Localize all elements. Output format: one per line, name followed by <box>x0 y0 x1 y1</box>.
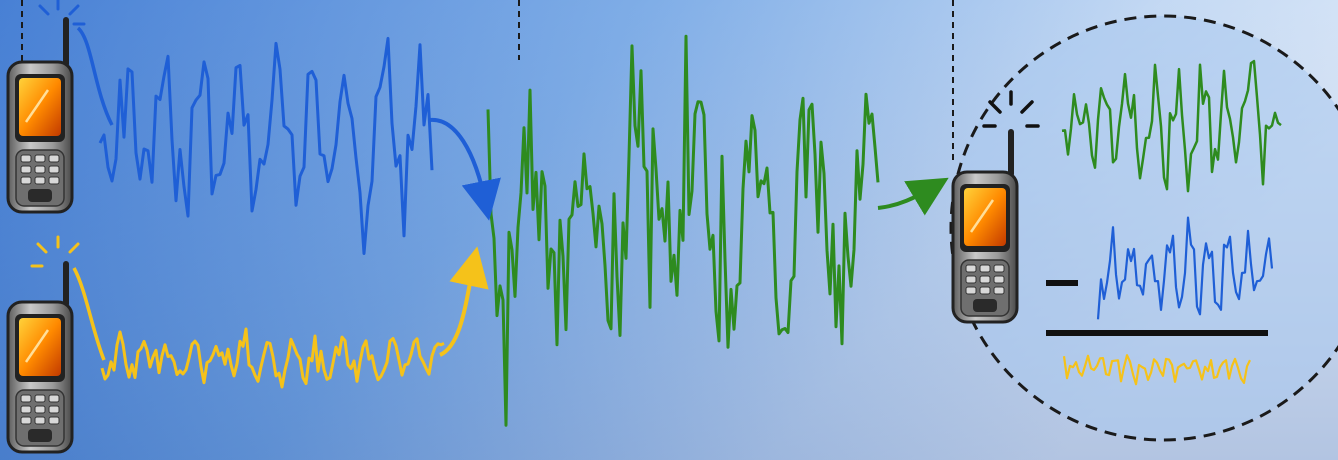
recovered-signal-b-wave <box>1062 354 1251 386</box>
phone-b <box>6 261 74 454</box>
phone-a <box>6 17 74 214</box>
received-combined-wave <box>1061 59 1282 193</box>
mobile-phone-icon <box>6 60 74 214</box>
signal-burst-icon <box>982 90 1040 128</box>
curved-arrow-icon <box>877 177 949 216</box>
signal-a-wave <box>98 36 434 255</box>
subtracted-signal-a-wave <box>1096 216 1274 320</box>
receiver-phone <box>951 129 1019 324</box>
mobile-phone-icon <box>951 170 1019 324</box>
combined-wave <box>486 34 880 427</box>
signal-b-wave <box>100 327 445 389</box>
signal-burst-icon <box>38 0 86 26</box>
fraction-bar <box>1046 330 1268 336</box>
curved-arrow-icon <box>72 267 106 361</box>
curved-arrow-icon <box>76 26 114 126</box>
curved-arrow-icon <box>438 246 489 357</box>
minus-sign-icon <box>1046 280 1078 286</box>
signal-burst-icon <box>30 235 80 268</box>
curved-arrow-icon <box>429 117 501 221</box>
mobile-phone-icon <box>6 300 74 454</box>
